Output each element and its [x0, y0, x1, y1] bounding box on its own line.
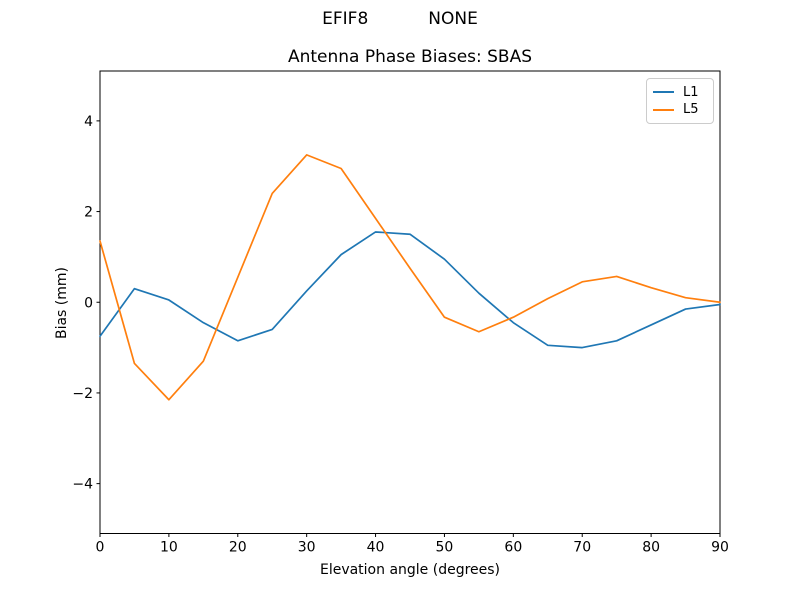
y-tick-label: −2	[72, 386, 93, 402]
figure-suptitle: EFIF8 NONE	[0, 9, 800, 29]
legend-item-l5: L5	[653, 103, 707, 116]
l1-line-swatch	[653, 91, 674, 94]
y-axis-label: Bias (mm)	[54, 266, 70, 340]
y-tick-label: 4	[84, 114, 93, 130]
x-tick-label: 40	[367, 540, 385, 556]
legend-label-l5: L5	[683, 102, 699, 118]
x-tick-label: 30	[298, 540, 316, 556]
x-tick-label: 20	[229, 540, 247, 556]
x-tick-label: 90	[711, 540, 729, 556]
l1-line	[99, 231, 721, 349]
y-tick-label: 2	[84, 205, 93, 221]
processing-mode: NONE	[428, 9, 478, 29]
chart-title: Antenna Phase Biases: SBAS	[287, 47, 533, 67]
x-tick-label: 0	[96, 540, 105, 556]
x-tick-label: 60	[504, 540, 522, 556]
x-tick-label: 10	[160, 540, 178, 556]
y-tick-label: −4	[72, 477, 93, 493]
x-tick-label: 70	[573, 540, 591, 556]
y-tick-label: 0	[84, 295, 93, 311]
x-tick-label: 80	[642, 540, 660, 556]
axes-frame	[99, 70, 721, 534]
x-tick-label: 50	[436, 540, 454, 556]
station-id: EFIF8	[322, 9, 369, 29]
legend-item-l1: L1	[653, 86, 707, 99]
l5-line-swatch	[653, 108, 674, 111]
legend-label-l1: L1	[683, 84, 699, 100]
x-axis-label: Elevation angle (degrees)	[319, 562, 501, 578]
legend: L1 L5	[646, 78, 714, 124]
l5-line	[99, 154, 721, 401]
